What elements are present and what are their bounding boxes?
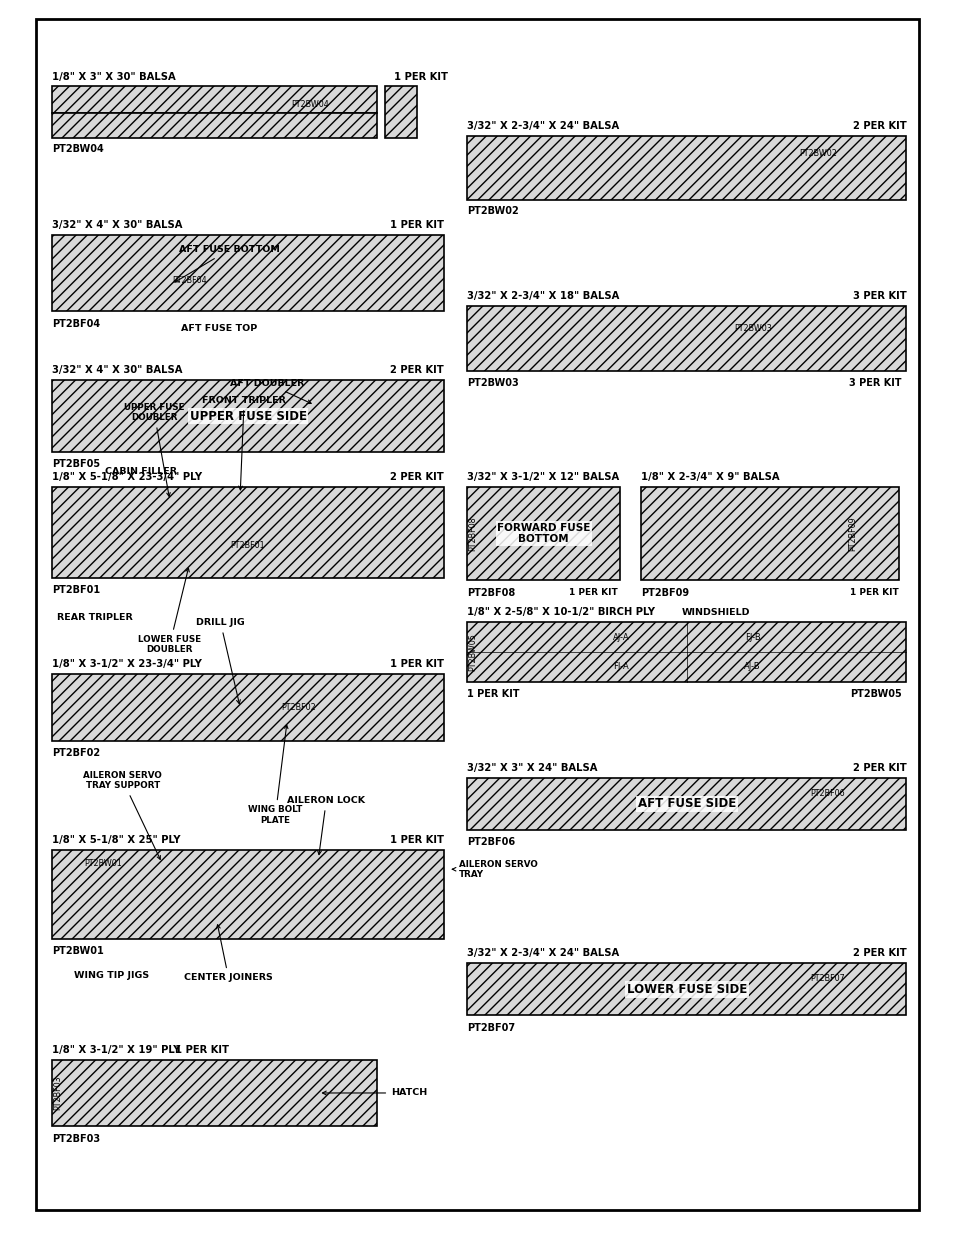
Text: PT2BF06: PT2BF06	[809, 789, 843, 798]
Text: WING TIP JIGS: WING TIP JIGS	[73, 971, 149, 979]
Text: PT2BW05: PT2BW05	[468, 634, 477, 671]
Text: 3/32" X 2-3/4" X 18" BALSA: 3/32" X 2-3/4" X 18" BALSA	[467, 291, 619, 301]
Text: PT2BF02: PT2BF02	[281, 703, 316, 713]
Text: 1/8" X 3" X 30" BALSA: 1/8" X 3" X 30" BALSA	[52, 72, 176, 82]
Text: PT2BF01: PT2BF01	[231, 541, 265, 551]
Text: 1 PER KIT: 1 PER KIT	[389, 659, 443, 669]
Text: 1/8" X 5-1/8" X 25" PLY: 1/8" X 5-1/8" X 25" PLY	[52, 835, 181, 845]
Text: PT2BF07: PT2BF07	[467, 1023, 515, 1032]
Text: WING BOLT
PLATE: WING BOLT PLATE	[248, 725, 302, 825]
Text: PT2BF04: PT2BF04	[172, 277, 207, 285]
Text: REAR TRIPLER: REAR TRIPLER	[57, 613, 132, 621]
Text: CENTER JOINERS: CENTER JOINERS	[184, 925, 273, 982]
Text: AILERON LOCK: AILERON LOCK	[287, 797, 365, 855]
Text: 1 PER KIT: 1 PER KIT	[394, 72, 448, 82]
Text: 1 PER KIT: 1 PER KIT	[389, 220, 443, 230]
Text: WINDSHIELD: WINDSHIELD	[680, 608, 749, 616]
Text: 2 PER KIT: 2 PER KIT	[852, 763, 905, 773]
Text: 1/8" X 3-1/2" X 23-3/4" PLY: 1/8" X 3-1/2" X 23-3/4" PLY	[52, 659, 202, 669]
Text: PT2BW03: PT2BW03	[733, 325, 771, 333]
Bar	[52, 674, 443, 741]
Bar	[52, 487, 443, 578]
Text: 2 PER KIT: 2 PER KIT	[390, 366, 443, 375]
Text: AJ-B: AJ-B	[743, 662, 760, 672]
Text: PT2BF02: PT2BF02	[52, 748, 100, 758]
Text: PT2BW02: PT2BW02	[799, 149, 837, 158]
Text: PT2BF08: PT2BF08	[467, 588, 516, 598]
Text: 3/32" X 4" X 30" BALSA: 3/32" X 4" X 30" BALSA	[52, 366, 183, 375]
Text: 2 PER KIT: 2 PER KIT	[852, 121, 905, 131]
Text: 1 PER KIT: 1 PER KIT	[849, 588, 898, 597]
Bar	[52, 380, 443, 452]
Text: AFT FUSE TOP: AFT FUSE TOP	[181, 325, 257, 333]
Text: 3/32" X 2-3/4" X 24" BALSA: 3/32" X 2-3/4" X 24" BALSA	[467, 121, 619, 131]
Text: CABIN FILLER: CABIN FILLER	[105, 467, 176, 475]
Text: 1 PER KIT: 1 PER KIT	[467, 689, 519, 699]
Text: 1 PER KIT: 1 PER KIT	[569, 588, 618, 597]
Text: FJ-A: FJ-A	[613, 662, 628, 672]
Text: UPPER FUSE SIDE: UPPER FUSE SIDE	[190, 410, 306, 422]
Text: AILERON SERVO
TRAY: AILERON SERVO TRAY	[452, 860, 537, 879]
Text: DRILL JIG: DRILL JIG	[196, 619, 245, 704]
Bar	[52, 235, 443, 311]
Bar	[52, 114, 376, 138]
Bar	[467, 778, 905, 830]
Text: PT2BF09: PT2BF09	[847, 516, 856, 551]
Text: 3/32" X 3" X 24" BALSA: 3/32" X 3" X 24" BALSA	[467, 763, 598, 773]
Text: FJ-B: FJ-B	[744, 632, 760, 642]
Text: PT2BW05: PT2BW05	[849, 689, 901, 699]
Text: 1/8" X 3-1/2" X 19" PLY: 1/8" X 3-1/2" X 19" PLY	[52, 1045, 181, 1055]
Text: HATCH: HATCH	[322, 1088, 427, 1098]
Text: PT2BW02: PT2BW02	[467, 206, 518, 216]
Text: AILERON SERVO
TRAY SUPPORT: AILERON SERVO TRAY SUPPORT	[83, 771, 162, 860]
Text: 1/8" X 2-5/8" X 10-1/2" BIRCH PLY: 1/8" X 2-5/8" X 10-1/2" BIRCH PLY	[467, 608, 655, 618]
Bar	[640, 487, 898, 580]
Text: PT2BF03: PT2BF03	[53, 1076, 63, 1110]
Text: LOWER FUSE
DOUBLER: LOWER FUSE DOUBLER	[138, 568, 201, 655]
Text: PT2BF08: PT2BF08	[468, 516, 477, 551]
Text: PT2BW01: PT2BW01	[85, 858, 122, 867]
Text: PT2BF09: PT2BF09	[640, 588, 688, 598]
Text: 3/32" X 4" X 30" BALSA: 3/32" X 4" X 30" BALSA	[52, 220, 183, 230]
Text: 3 PER KIT: 3 PER KIT	[852, 291, 905, 301]
Text: PT2BW01: PT2BW01	[52, 946, 104, 956]
Text: 3 PER KIT: 3 PER KIT	[848, 378, 901, 388]
Text: 1 PER KIT: 1 PER KIT	[389, 835, 443, 845]
Text: LOWER FUSE SIDE: LOWER FUSE SIDE	[626, 983, 746, 995]
Text: AJ-A: AJ-A	[612, 632, 629, 642]
Bar	[52, 86, 376, 114]
Bar	[467, 963, 905, 1015]
Bar	[52, 1060, 376, 1126]
Bar	[385, 86, 416, 138]
Text: PT2BW04: PT2BW04	[291, 100, 329, 109]
Text: PT2BW03: PT2BW03	[467, 378, 518, 388]
Bar	[467, 306, 905, 370]
Text: AFT DOUBLER: AFT DOUBLER	[230, 379, 311, 404]
Text: 1/8" X 5-1/8" X 23-3/4" PLY: 1/8" X 5-1/8" X 23-3/4" PLY	[52, 472, 202, 482]
Bar	[467, 622, 905, 682]
Bar	[52, 850, 443, 939]
Text: PT2BF06: PT2BF06	[467, 837, 515, 847]
Text: AFT FUSE SIDE: AFT FUSE SIDE	[638, 798, 735, 810]
Text: PT2BF01: PT2BF01	[52, 585, 100, 595]
Text: PT2BW04: PT2BW04	[52, 144, 104, 154]
Text: UPPER FUSE
DOUBLER: UPPER FUSE DOUBLER	[124, 403, 184, 496]
Text: PT2BF03: PT2BF03	[52, 1134, 100, 1144]
Text: 1 PER KIT: 1 PER KIT	[174, 1045, 229, 1055]
Text: PT2BF05: PT2BF05	[52, 459, 100, 469]
Text: 3/32" X 2-3/4" X 24" BALSA: 3/32" X 2-3/4" X 24" BALSA	[467, 948, 619, 958]
Text: PT2BF04: PT2BF04	[52, 319, 100, 329]
Text: FORWARD FUSE
BOTTOM: FORWARD FUSE BOTTOM	[497, 522, 590, 545]
Text: PT2BF07: PT2BF07	[809, 974, 843, 983]
Bar	[467, 487, 619, 580]
Text: 1/8" X 2-3/4" X 9" BALSA: 1/8" X 2-3/4" X 9" BALSA	[640, 472, 779, 482]
Text: 3/32" X 3-1/2" X 12" BALSA: 3/32" X 3-1/2" X 12" BALSA	[467, 472, 619, 482]
Text: FRONT TRIPLER: FRONT TRIPLER	[202, 396, 286, 490]
Bar	[467, 136, 905, 200]
Text: 2 PER KIT: 2 PER KIT	[852, 948, 905, 958]
Text: 2 PER KIT: 2 PER KIT	[390, 472, 443, 482]
Text: AFT FUSE BOTTOM: AFT FUSE BOTTOM	[175, 246, 279, 282]
